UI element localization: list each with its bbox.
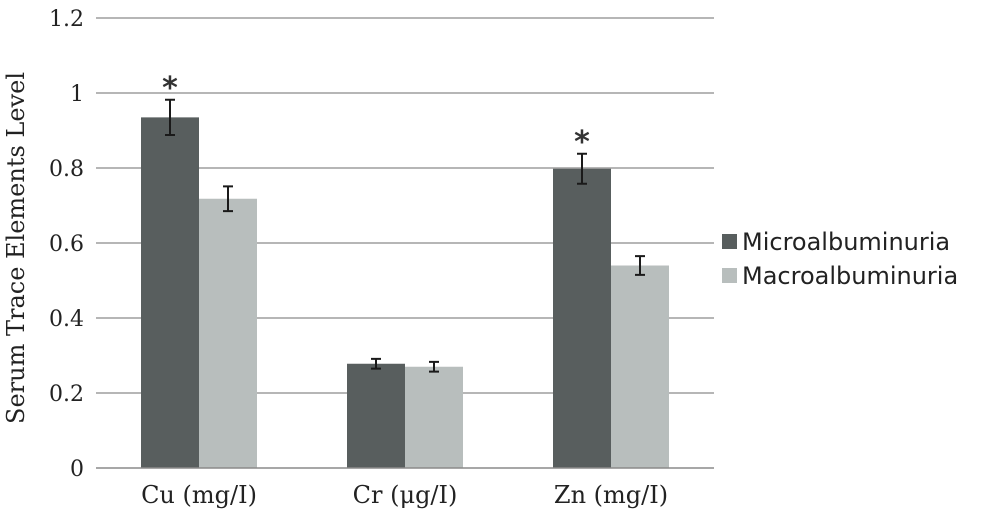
bar-macroalbuminuria: [405, 366, 463, 468]
error-bars: [165, 98, 645, 373]
bar-microalbuminuria: [553, 168, 611, 468]
bar-microalbuminuria: [141, 117, 199, 468]
y-tick-label: 1.2: [49, 7, 84, 32]
bars: [141, 117, 669, 468]
legend-swatch: [722, 268, 737, 283]
y-tick-label: 0.6: [49, 232, 84, 257]
legend: Microalbuminuria Macroalbuminuria: [722, 228, 958, 290]
y-tick-label: 0.8: [49, 157, 84, 182]
y-tick-label: 1: [70, 82, 84, 107]
x-tick-labels: Cu (mg/I) Cr (μg/I) Zn (mg/I): [141, 481, 668, 509]
x-tick-label: Zn (mg/I): [554, 481, 668, 509]
y-tick-label: 0.2: [49, 382, 84, 407]
significance-marker: *: [574, 125, 590, 160]
annotations: **: [162, 71, 590, 160]
y-axis-label: Serum Trace Elements Level: [2, 72, 30, 424]
significance-marker: *: [162, 71, 178, 106]
legend-swatch: [722, 234, 737, 249]
y-tick-labels: 0 0.2 0.4 0.6 0.8 1 1.2: [49, 7, 84, 482]
legend-label: Macroalbuminuria: [742, 262, 958, 290]
bar-macroalbuminuria: [611, 265, 669, 468]
bar-microalbuminuria: [347, 363, 405, 468]
bar-macroalbuminuria: [199, 198, 257, 468]
legend-label: Microalbuminuria: [742, 228, 950, 256]
x-tick-label: Cu (mg/I): [141, 481, 257, 509]
y-tick-label: 0.4: [49, 307, 84, 332]
y-tick-label: 0: [70, 457, 84, 482]
x-tick-label: Cr (μg/I): [353, 481, 458, 509]
